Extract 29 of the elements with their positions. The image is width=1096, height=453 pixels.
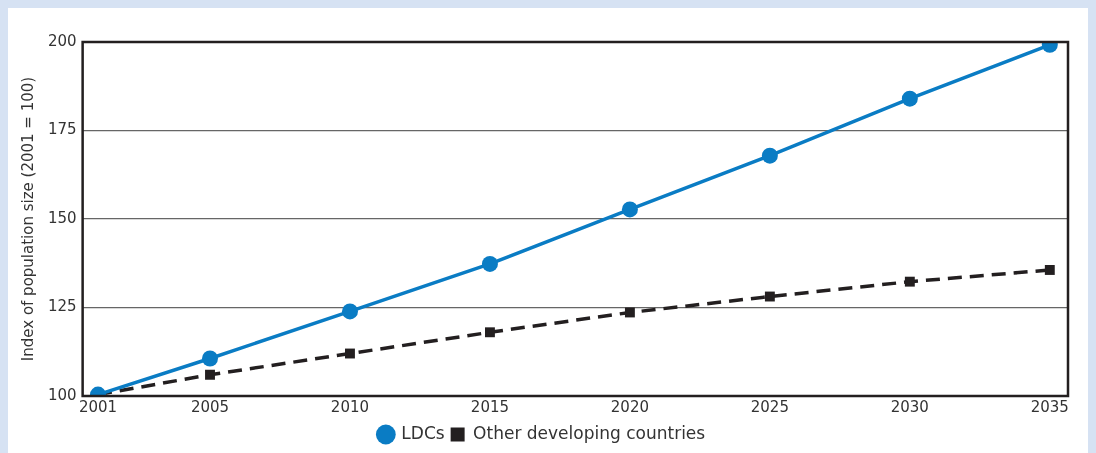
point [202, 350, 218, 367]
point [1044, 265, 1055, 275]
point [764, 291, 775, 302]
point [341, 303, 358, 320]
point [901, 90, 918, 107]
point [484, 327, 495, 338]
x-tick-label: 2030 [890, 397, 929, 416]
x-tick-label: 2005 [190, 397, 230, 416]
y-tick-label: 200 [47, 31, 77, 50]
y-tick-label: 175 [47, 120, 77, 139]
legend-label: Other developing countries [473, 422, 706, 443]
point [481, 255, 498, 272]
point [624, 307, 635, 318]
x-tick-label: 2035 [1030, 397, 1069, 416]
point [205, 369, 215, 380]
y-tick-label: 150 [47, 208, 77, 227]
point [345, 348, 355, 359]
point [904, 276, 915, 287]
x-tick-label: 2015 [470, 397, 510, 416]
point [621, 201, 638, 218]
x-tick-label: 2025 [750, 397, 789, 416]
x-tick-label: 2020 [610, 397, 649, 416]
x-tick-label: 2010 [330, 397, 370, 416]
x-tick-label: 2001 [78, 397, 118, 416]
y-axis-title: Index of population size (2001 = 100) [18, 76, 37, 362]
y-tick-label: 100 [47, 385, 77, 404]
y-tick-label: 125 [47, 297, 77, 316]
legend-label: LDCs [401, 422, 445, 443]
point [761, 147, 778, 164]
